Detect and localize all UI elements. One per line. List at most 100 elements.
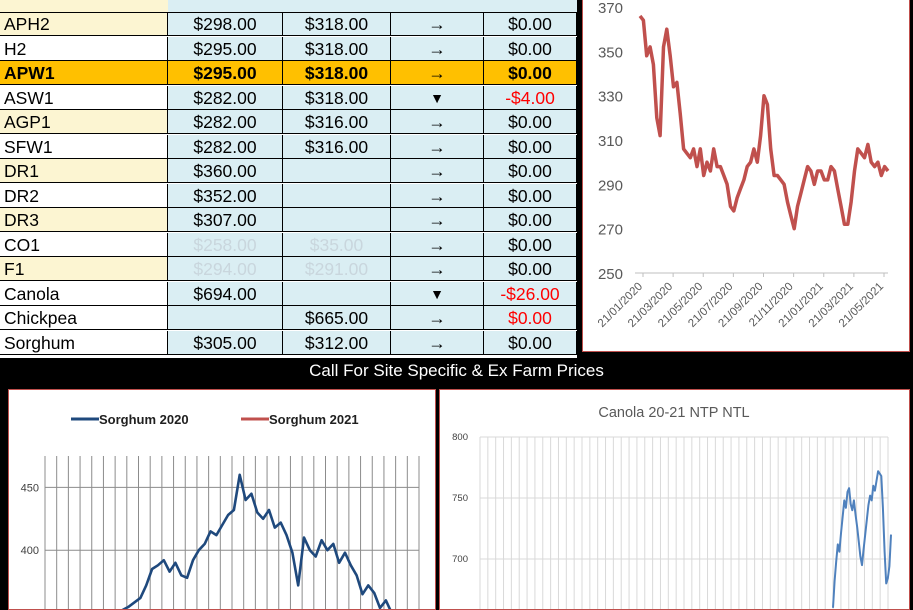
y-tick-label: 450 [21, 482, 39, 494]
grade-name: APH2 [0, 12, 168, 36]
price-change: $0.00 [484, 330, 577, 355]
table-row: CO1 $258.00 $35.00 → $0.00 [0, 232, 577, 257]
table-row: Chickpea $665.00 → $0.00 [0, 306, 577, 330]
trend-arrow: → [391, 306, 484, 330]
chart-title: Canola 20-21 NTP NTL [598, 405, 749, 421]
y-tick-label: 800 [452, 432, 468, 443]
canola-chart: Canola 20-21 NTP NTL 700 750 800 [439, 389, 910, 610]
price-cell-2: $318.00 [283, 12, 391, 36]
legend-label: Sorghum 2021 [269, 412, 359, 427]
trend-arrow: → [391, 12, 484, 36]
trend-arrow: → [391, 330, 484, 355]
price-cell-1: $694.00 [168, 281, 283, 306]
table-row: H2 $295.00 $318.00 → $0.00 [0, 36, 577, 61]
apw-chart-svg: 25027029031033035037021/01/202021/03/202… [596, 0, 890, 330]
price-cell-1: $282.00 [168, 134, 283, 159]
price-change: $0.00 [484, 257, 577, 281]
price-cell-2 [283, 281, 391, 306]
price-change: $0.00 [484, 61, 577, 85]
table-row: Sorghum $305.00 $312.00 → $0.00 [0, 330, 577, 355]
trend-arrow: → [391, 232, 484, 257]
y-tick-label: 290 [598, 177, 623, 194]
trend-arrow: → [391, 208, 484, 232]
grade-name: ASW1 [0, 85, 168, 110]
grade-name: Sorghum [0, 330, 168, 355]
grade-name: SFW1 [0, 134, 168, 159]
price-change: $0.00 [484, 159, 577, 183]
price-cell-2: $318.00 [283, 61, 391, 85]
price-cell-1: $295.00 [168, 61, 283, 85]
price-cell-1: $360.00 [168, 159, 283, 183]
trend-arrow: → [391, 110, 484, 134]
grade-name: DR2 [0, 183, 168, 208]
price-change: $0.00 [484, 183, 577, 208]
trend-arrow: → [391, 159, 484, 183]
price-cell-1: $294.00 [168, 257, 283, 281]
price-cell-2: $318.00 [283, 85, 391, 110]
y-tick-label: 350 [21, 608, 39, 609]
grade-name: DR3 [0, 208, 168, 232]
table-row: ASW1 $282.00 $318.00 ▼ -$4.00 [0, 85, 577, 110]
grade-name: APW1 [0, 61, 168, 85]
trend-arrow: → [391, 134, 484, 159]
price-change: $0.00 [484, 110, 577, 134]
table-row: APH2 $298.00 $318.00 → $0.00 [0, 12, 577, 36]
table-row: AGP1 $282.00 $316.00 → $0.00 [0, 110, 577, 134]
price-change: $0.00 [484, 12, 577, 36]
table-row: Canola $694.00 ▼ -$26.00 [0, 281, 577, 306]
y-tick-label: 350 [598, 44, 623, 61]
y-tick-label: 250 [598, 266, 623, 283]
price-cell-2: $665.00 [283, 306, 391, 330]
price-cell-2: $312.00 [283, 330, 391, 355]
price-cell-1: $282.00 [168, 110, 283, 134]
price-change: $0.00 [484, 232, 577, 257]
price-cell-1: $298.00 [168, 12, 283, 36]
table-row: DR3 $307.00 → $0.00 [0, 208, 577, 232]
y-tick-label: 310 [598, 133, 623, 150]
price-cell-2 [283, 183, 391, 208]
grade-name: CO1 [0, 232, 168, 257]
price-cell-2: $316.00 [283, 134, 391, 159]
trend-arrow: ▼ [391, 281, 484, 306]
grade-name: Chickpea [0, 306, 168, 330]
y-tick-label: 700 [452, 554, 468, 565]
price-table: APH2 $298.00 $318.00 → $0.00 H2 $295.00 $318.00… [0, 0, 577, 358]
table-row: SFW1 $282.00 $316.00 → $0.00 [0, 134, 577, 159]
price-cell-1 [168, 306, 283, 330]
apw-price-chart: 250 270 290 310 330 350 370 21/01/2020 21/03/202… [582, 0, 910, 352]
y-tick-label: 400 [21, 545, 39, 557]
sorghum-2020-line [121, 473, 392, 609]
price-change: $0.00 [484, 36, 577, 61]
grade-name: F1 [0, 257, 168, 281]
apw-price-line [638, 14, 890, 231]
table-row: F1 $294.00 $291.00 → $0.00 [0, 257, 577, 281]
table-row: APW1 $295.00 $318.00 → $0.00 [0, 61, 577, 85]
price-cell-2 [283, 159, 391, 183]
price-change: $0.00 [484, 306, 577, 330]
price-cell-1: $295.00 [168, 36, 283, 61]
trend-arrow: ▼ [391, 85, 484, 110]
price-change: $0.00 [484, 134, 577, 159]
trend-arrow: → [391, 183, 484, 208]
trend-arrow: → [391, 36, 484, 61]
canola-chart-svg: Canola 20-21 NTP NTL 700 750 800 [452, 405, 892, 609]
trend-arrow: → [391, 61, 484, 85]
trend-arrow: → [391, 257, 484, 281]
table-row: DR2 $352.00 → $0.00 [0, 183, 577, 208]
price-change: -$4.00 [484, 85, 577, 110]
price-cell-1: $307.00 [168, 208, 283, 232]
grade-name: Canola [0, 281, 168, 306]
price-cell-2: $316.00 [283, 110, 391, 134]
table-header-band [168, 0, 577, 13]
price-cell-2: $318.00 [283, 36, 391, 61]
grade-name: H2 [0, 36, 168, 61]
canola-price-line [832, 470, 892, 608]
price-cell-1: $258.00 [168, 232, 283, 257]
price-cell-1: $282.00 [168, 85, 283, 110]
y-tick-label: 270 [598, 222, 623, 239]
grade-name: AGP1 [0, 110, 168, 134]
y-tick-label: 750 [452, 493, 468, 504]
call-banner: Call For Site Specific & Ex Farm Prices [0, 359, 913, 383]
price-cell-1: $352.00 [168, 183, 283, 208]
price-cell-2: $291.00 [283, 257, 391, 281]
